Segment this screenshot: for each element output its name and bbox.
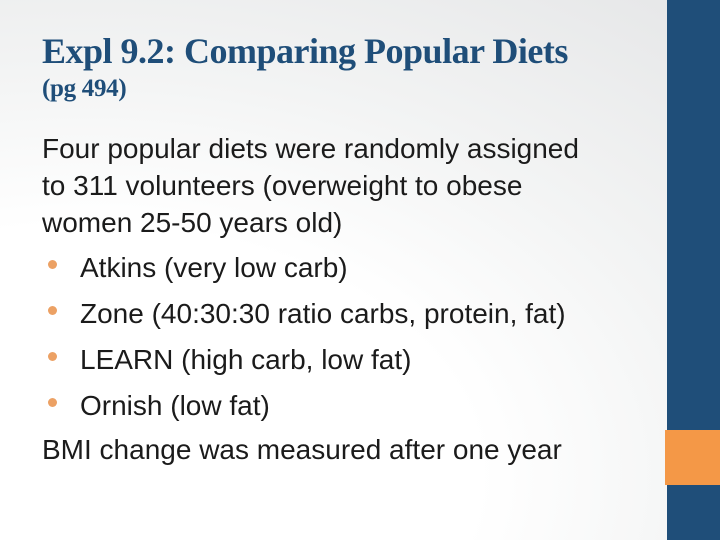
bullet-text: Atkins (very low carb) [80, 252, 348, 283]
bullet-text: LEARN (high carb, low fat) [80, 344, 412, 375]
bullet-text: Ornish (low fat) [80, 390, 270, 421]
slide-title: Expl 9.2: Comparing Popular Diets [42, 31, 568, 71]
body-text-block: Four popular diets were randomly assigne… [42, 130, 657, 468]
bullet-dot-icon [48, 260, 57, 269]
orange-accent-square [665, 430, 720, 485]
title-block: Expl 9.2: Comparing Popular Diets (pg 49… [42, 30, 652, 104]
bullet-item-learn: LEARN (high carb, low fat) [42, 341, 657, 378]
bullet-dot-icon [48, 306, 57, 315]
bullet-item-atkins: Atkins (very low carb) [42, 249, 657, 286]
diet-bullet-list: Atkins (very low carb) Zone (40:30:30 ra… [42, 249, 657, 424]
paragraph-line: to 311 volunteers (overweight to obese [42, 170, 523, 201]
intro-paragraph: Four popular diets were randomly assigne… [42, 130, 657, 241]
bullet-item-zone: Zone (40:30:30 ratio carbs, protein, fat… [42, 295, 657, 332]
bullet-dot-icon [48, 352, 57, 361]
bullet-dot-icon [48, 398, 57, 407]
bullet-item-ornish: Ornish (low fat) [42, 387, 657, 424]
paragraph-line: Four popular diets were randomly assigne… [42, 133, 579, 164]
closing-line: BMI change was measured after one year [42, 434, 562, 465]
slide-subtitle: (pg 494) [42, 75, 127, 102]
paragraph-line: women 25-50 years old) [42, 207, 343, 238]
bullet-text: Zone (40:30:30 ratio carbs, protein, fat… [80, 298, 566, 329]
